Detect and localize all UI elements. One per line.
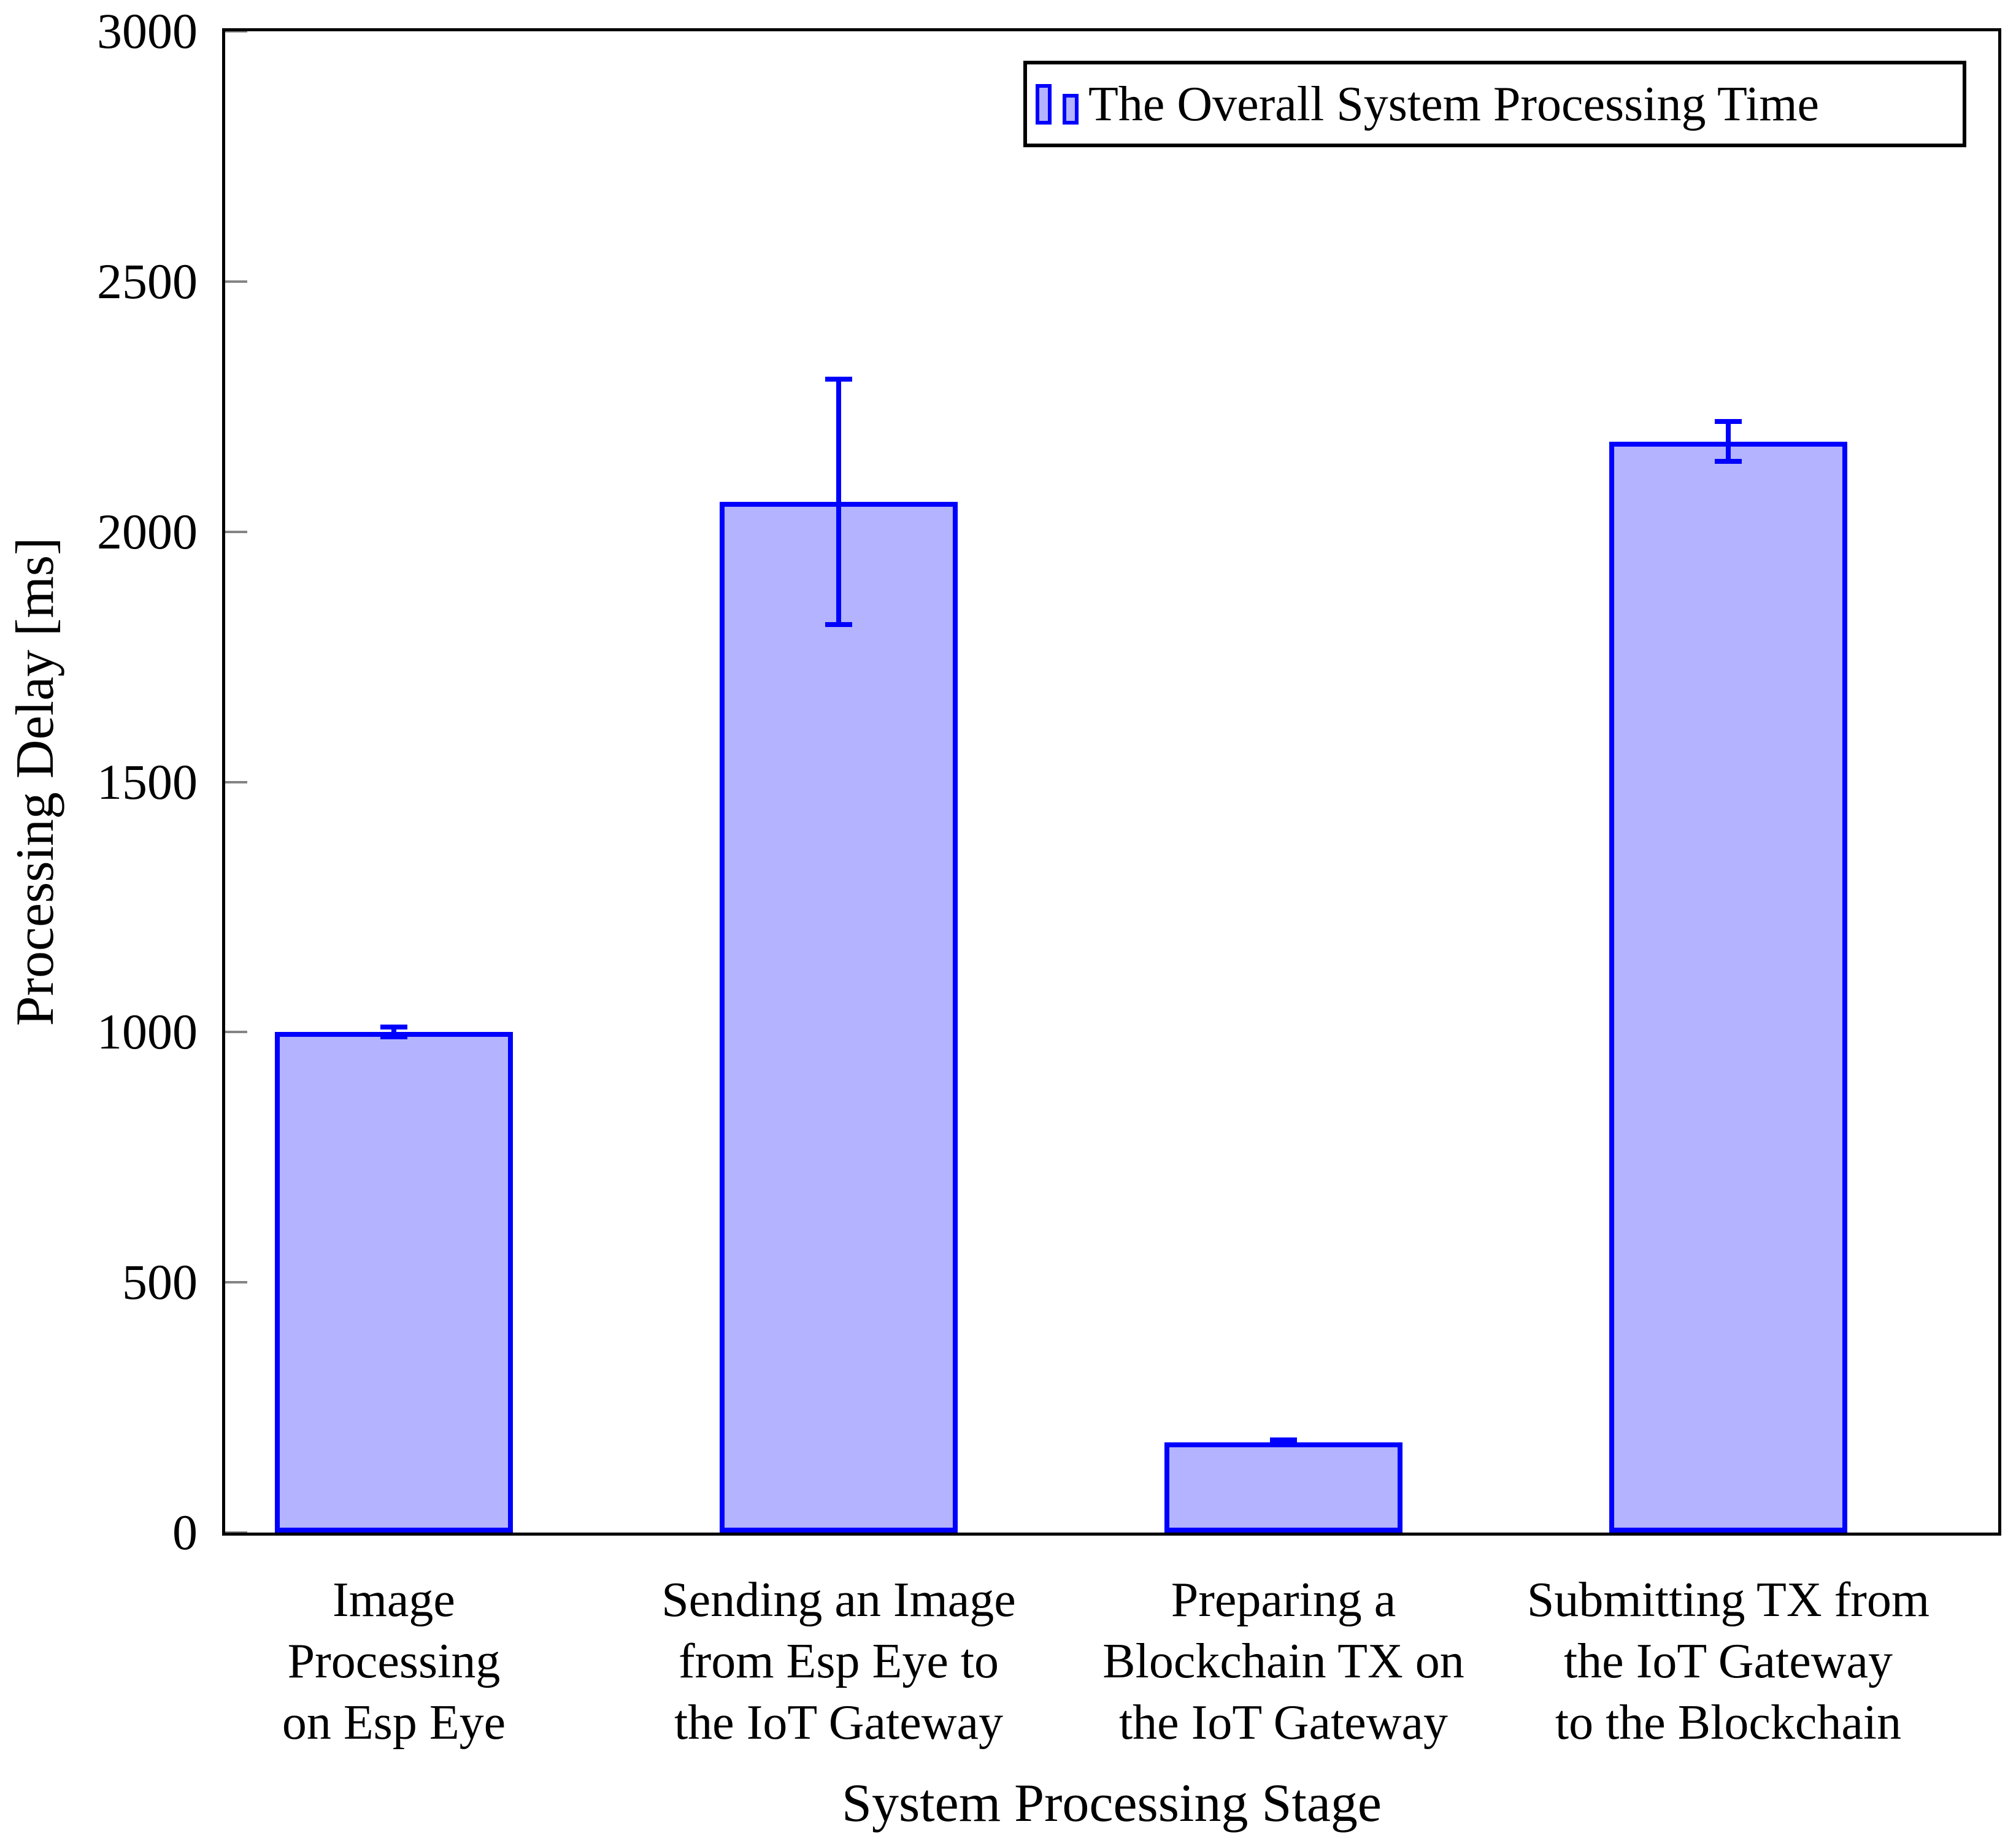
bar-series-legend-icon <box>1036 83 1079 125</box>
error-bar <box>391 1027 396 1037</box>
error-bar-cap <box>1270 1437 1297 1443</box>
error-bar-cap <box>1715 459 1742 464</box>
y-tick-label: 0 <box>172 1504 198 1560</box>
category-label-1: Image Processing on Esp Eye <box>282 1573 506 1750</box>
error-bar <box>1726 421 1731 462</box>
y-tick-label: 3000 <box>97 3 198 59</box>
y-axis-tick <box>225 280 247 283</box>
legend-label: The Overall System Processing Time <box>1088 77 1820 131</box>
y-tick-label: 2000 <box>97 503 198 560</box>
legend-bar-icon <box>1063 93 1079 125</box>
y-tick-label: 2500 <box>97 253 198 309</box>
error-bar <box>836 379 841 625</box>
bar-3 <box>1164 1442 1402 1533</box>
legend-bar-icon <box>1036 83 1052 125</box>
bar-2 <box>720 501 958 1533</box>
error-bar-cap <box>380 1025 407 1030</box>
category-label-4: Submitting TX from the IoT Gateway to th… <box>1526 1573 1930 1750</box>
y-axis-tick <box>225 31 247 33</box>
bar-1 <box>275 1032 513 1533</box>
y-axis-tick <box>225 530 247 533</box>
error-bar <box>1281 1440 1286 1445</box>
y-tick-label: 500 <box>122 1254 198 1310</box>
error-bar-cap <box>1715 419 1742 425</box>
y-tick-label: 1000 <box>97 1004 198 1060</box>
error-bar-cap <box>380 1034 407 1040</box>
category-label-3: Preparing a Blockchain TX on the IoT Gat… <box>1102 1573 1464 1750</box>
bar-4 <box>1609 441 1847 1533</box>
legend: The Overall System Processing Time <box>1023 61 1966 147</box>
y-axis-tick <box>225 780 247 783</box>
error-bar-cap <box>825 376 852 382</box>
y-axis-tick <box>225 1281 247 1284</box>
y-axis-tick <box>225 1531 247 1533</box>
category-label-2: Sending an Image from Esp Eye to the IoT… <box>661 1573 1016 1750</box>
error-bar-cap <box>825 621 852 627</box>
x-axis-label: System Processing Stage <box>842 1774 1382 1833</box>
error-bar-cap <box>1270 1442 1297 1448</box>
y-axis-tick <box>225 1031 247 1034</box>
y-tick-label: 1500 <box>97 753 198 810</box>
plot-area <box>222 28 2001 1536</box>
